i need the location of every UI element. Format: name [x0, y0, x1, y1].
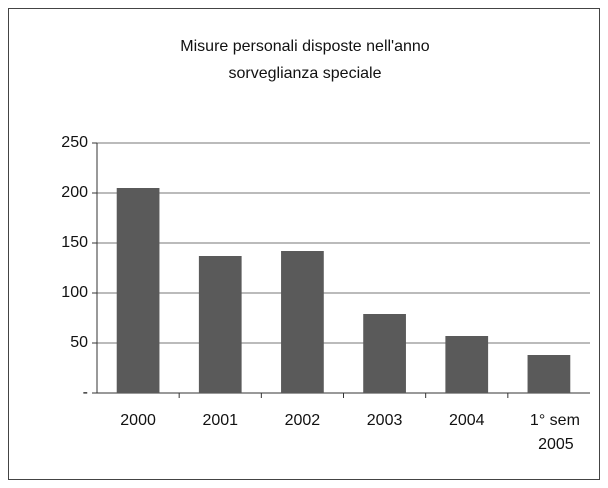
x-tick-label: 1° sem 2005	[530, 412, 580, 453]
chart-border	[8, 8, 600, 480]
bar	[527, 355, 571, 393]
y-tick-label: -	[83, 384, 88, 401]
x-tick-label: 2000	[120, 412, 156, 429]
x-tick-label: 2002	[285, 412, 321, 429]
bar	[363, 314, 406, 393]
x-tick-label: 2003	[367, 412, 403, 429]
y-tick-label: 50	[70, 334, 88, 351]
chart-title: sorveglianza speciale	[229, 65, 382, 82]
bar	[445, 336, 489, 393]
x-tick-label: 2004	[449, 412, 485, 429]
chart-title: Misure personali disposte nell'anno	[180, 38, 430, 55]
y-tick-label: 150	[61, 234, 88, 251]
bar	[116, 188, 160, 393]
y-tick-label: 200	[61, 184, 88, 201]
bar	[198, 256, 242, 393]
bar	[281, 251, 324, 393]
y-tick-label: 100	[61, 284, 88, 301]
x-tick-label: 2001	[202, 412, 238, 429]
y-tick-label: 250	[61, 134, 88, 151]
